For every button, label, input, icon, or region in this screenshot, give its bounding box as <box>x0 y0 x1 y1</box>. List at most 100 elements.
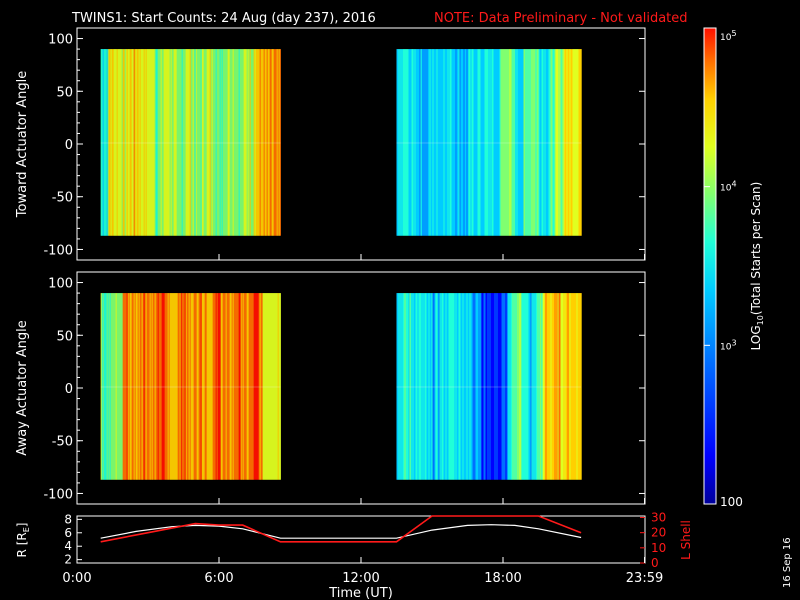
heatmap-column <box>219 293 221 480</box>
heatmap-column <box>460 49 462 236</box>
heatmap-column <box>237 49 239 236</box>
heatmap-column <box>420 49 422 236</box>
heatmap-column <box>474 49 476 236</box>
heatmap-column <box>240 49 242 236</box>
heatmap-column <box>188 49 190 236</box>
heatmap-column <box>121 293 123 480</box>
heatmap-column <box>215 49 217 236</box>
heatmap-column <box>249 293 251 480</box>
heatmap-column <box>260 49 262 236</box>
heatmap-column <box>128 293 130 480</box>
heatmap-column <box>122 293 124 480</box>
heatmap-column <box>112 49 114 236</box>
heatmap-column <box>446 293 448 480</box>
heatmap-column <box>161 293 163 480</box>
heatmap-column <box>103 293 105 480</box>
heatmap-column <box>536 293 538 480</box>
heatmap-column <box>177 49 179 236</box>
heatmap-column <box>396 293 398 480</box>
heatmap-column <box>490 293 492 480</box>
heatmap-column <box>448 49 450 236</box>
heatmap-column <box>567 293 569 480</box>
heatmap-column <box>473 49 475 236</box>
heatmap-column <box>136 293 138 480</box>
heatmap-column <box>487 293 489 480</box>
lshell-tick-label: 20 <box>651 526 666 540</box>
heatmap-column <box>494 293 496 480</box>
r-axis-label: R [RE] <box>15 523 31 558</box>
heatmap-column <box>222 49 224 236</box>
heatmap-column <box>538 49 540 236</box>
heatmap-column <box>186 293 188 480</box>
heatmap-column <box>505 49 507 236</box>
heatmap-column <box>405 293 407 480</box>
orbit-panel-frame <box>76 515 646 564</box>
heatmap-column <box>522 293 524 480</box>
heatmap-column <box>405 49 407 236</box>
heatmap-column <box>476 293 478 480</box>
heatmap-column <box>184 293 186 480</box>
heatmap-column <box>498 293 500 480</box>
heatmap-column <box>265 293 267 480</box>
heatmap-column <box>447 293 449 480</box>
heatmap-column <box>528 49 530 236</box>
heatmap-column <box>239 49 241 236</box>
heatmap-column <box>502 293 504 480</box>
heatmap-column <box>193 293 195 480</box>
heatmap-column <box>520 49 522 236</box>
heatmap-column <box>535 49 537 236</box>
heatmap-column <box>160 293 162 480</box>
heatmap-column <box>145 49 147 236</box>
heatmap-column <box>132 49 134 236</box>
heatmap-column <box>120 293 122 480</box>
heatmap-column <box>463 49 465 236</box>
heatmap-column <box>180 49 182 236</box>
heatmap-column <box>483 49 485 236</box>
heatmap-column <box>109 49 111 236</box>
heatmap-column <box>403 293 405 480</box>
heatmap-column <box>212 49 214 236</box>
heatmap-column <box>206 49 208 236</box>
heatmap-column <box>261 293 263 480</box>
heatmap-column <box>459 49 461 236</box>
heatmap-column <box>168 293 170 480</box>
heatmap-column <box>215 293 217 480</box>
heatmap-column <box>506 49 508 236</box>
heatmap-column <box>255 293 257 480</box>
heatmap-column <box>422 293 424 480</box>
heatmap-column <box>133 293 135 480</box>
heatmap-column <box>120 49 122 236</box>
heatmap-column <box>262 49 264 236</box>
toward-angle-panel: 100 50 0 -50 -100 Toward Actuator Angle <box>15 27 646 261</box>
heatmap-column <box>184 49 186 236</box>
heatmap-column <box>150 293 152 480</box>
heatmap-column <box>439 293 441 480</box>
heatmap-column <box>543 49 545 236</box>
heatmap-column <box>465 293 467 480</box>
heatmap-column <box>409 49 411 236</box>
heatmap-column <box>142 49 144 236</box>
heatmap-column <box>455 49 457 236</box>
heatmap-column <box>563 293 565 480</box>
heatmap-column <box>561 49 563 236</box>
heatmap-column <box>204 293 206 480</box>
heatmap-column <box>488 49 490 236</box>
heatmap-column <box>275 293 277 480</box>
heatmap-column <box>276 293 278 480</box>
heatmap-column <box>146 293 148 480</box>
heatmap-column <box>515 49 517 236</box>
y-tick-label: 100 <box>48 33 73 48</box>
heatmap-column <box>204 49 206 236</box>
heatmap-column <box>197 49 199 236</box>
heatmap-column <box>125 293 127 480</box>
colorbar-label: LOG10(Total Starts per Scan) <box>749 182 765 351</box>
heatmap-column <box>105 293 107 480</box>
heatmap-column <box>139 293 141 480</box>
heatmap-column <box>175 293 177 480</box>
heatmap-column <box>580 293 582 480</box>
heatmap-column <box>462 49 464 236</box>
heatmap-column <box>513 49 515 236</box>
heatmap-column <box>579 49 581 236</box>
heatmap-column <box>239 293 241 480</box>
heatmap-column <box>528 293 530 480</box>
